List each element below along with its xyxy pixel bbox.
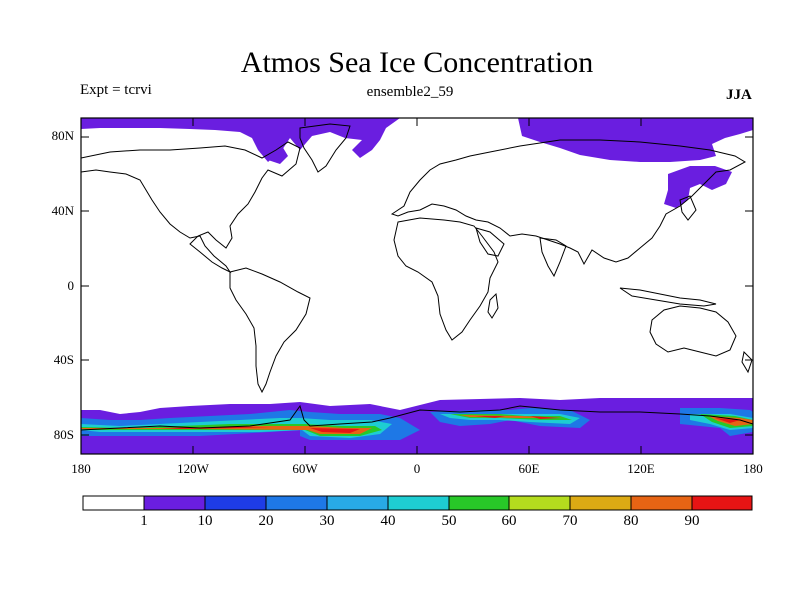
x-tick-label: 60W	[292, 461, 318, 476]
colorbar	[82, 495, 753, 511]
india-coast	[539, 237, 567, 278]
south-america-coast	[229, 267, 311, 394]
africa-coast	[393, 217, 499, 341]
y-tick-label: 40S	[53, 352, 74, 367]
colorbar-label: 80	[623, 513, 639, 529]
arctic-ice-west	[81, 118, 400, 162]
x-tick-label: 0	[413, 461, 421, 476]
colorbar-box-8	[569, 495, 632, 511]
arabia-coast	[475, 227, 505, 257]
colorbar-box-10	[691, 495, 753, 511]
colorbar-label: 60	[501, 513, 517, 529]
plot-title: Atmos Sea Ice Concentration	[240, 46, 594, 79]
antarctica-coast	[81, 404, 753, 431]
sea-ice-layer	[81, 118, 753, 454]
y-tick-label: 80S	[53, 427, 74, 442]
colorbar-box-9	[630, 495, 693, 511]
indonesia-coast	[619, 287, 717, 307]
colorbar-box-4	[326, 495, 389, 511]
new-zealand-coast	[741, 350, 753, 374]
greenland-coast	[299, 123, 351, 173]
colorbar-label: 1	[140, 513, 148, 529]
antarctic-ice-5	[81, 415, 753, 434]
okhotsk-ice	[664, 166, 732, 208]
antarctic-ice-3	[81, 414, 753, 438]
colorbar-box-6	[448, 495, 510, 511]
x-tick-label: 120W	[177, 461, 209, 476]
colorbar-label: 20	[258, 513, 274, 529]
season-label: JJA	[726, 87, 752, 103]
coastlines	[81, 123, 753, 431]
arctic-ice-east	[518, 118, 753, 162]
colorbar-box-0	[82, 495, 145, 511]
x-tick-label: 180	[71, 461, 91, 476]
antarctic-ice-4	[81, 414, 753, 436]
y-tick-label: 40N	[51, 203, 74, 218]
colorbar-box-5	[387, 495, 450, 511]
madagascar-coast	[487, 292, 499, 319]
colorbar-box-1	[143, 495, 206, 511]
colorbar-box-7	[508, 495, 571, 511]
colorbar-label: 10	[197, 513, 213, 529]
colorbar-label: 70	[562, 513, 578, 529]
colorbar-label: 30	[319, 513, 335, 529]
experiment-label: Expt = tcrvi	[80, 82, 152, 98]
y-tick-label: 0	[67, 278, 75, 293]
colorbar-box-3	[265, 495, 328, 511]
antarctic-ice-1	[81, 398, 753, 454]
hudson-ice	[265, 146, 288, 164]
colorbar-label: 40	[380, 513, 396, 529]
x-tick-label: 60E	[518, 461, 540, 476]
north-america-coast	[81, 141, 301, 274]
y-tick-label: 80N	[51, 128, 74, 143]
eurasia-coast	[390, 139, 747, 266]
australia-coast	[649, 305, 737, 357]
ensemble-label: ensemble2_59	[366, 84, 454, 100]
tick-marks	[81, 118, 753, 454]
colorbar-label: 50	[441, 513, 457, 529]
x-tick-label: 120E	[627, 461, 655, 476]
colorbar-box-2	[204, 495, 267, 511]
x-tick-label: 180	[743, 461, 763, 476]
japan-coast	[679, 195, 697, 221]
colorbar-label: 90	[684, 513, 700, 529]
